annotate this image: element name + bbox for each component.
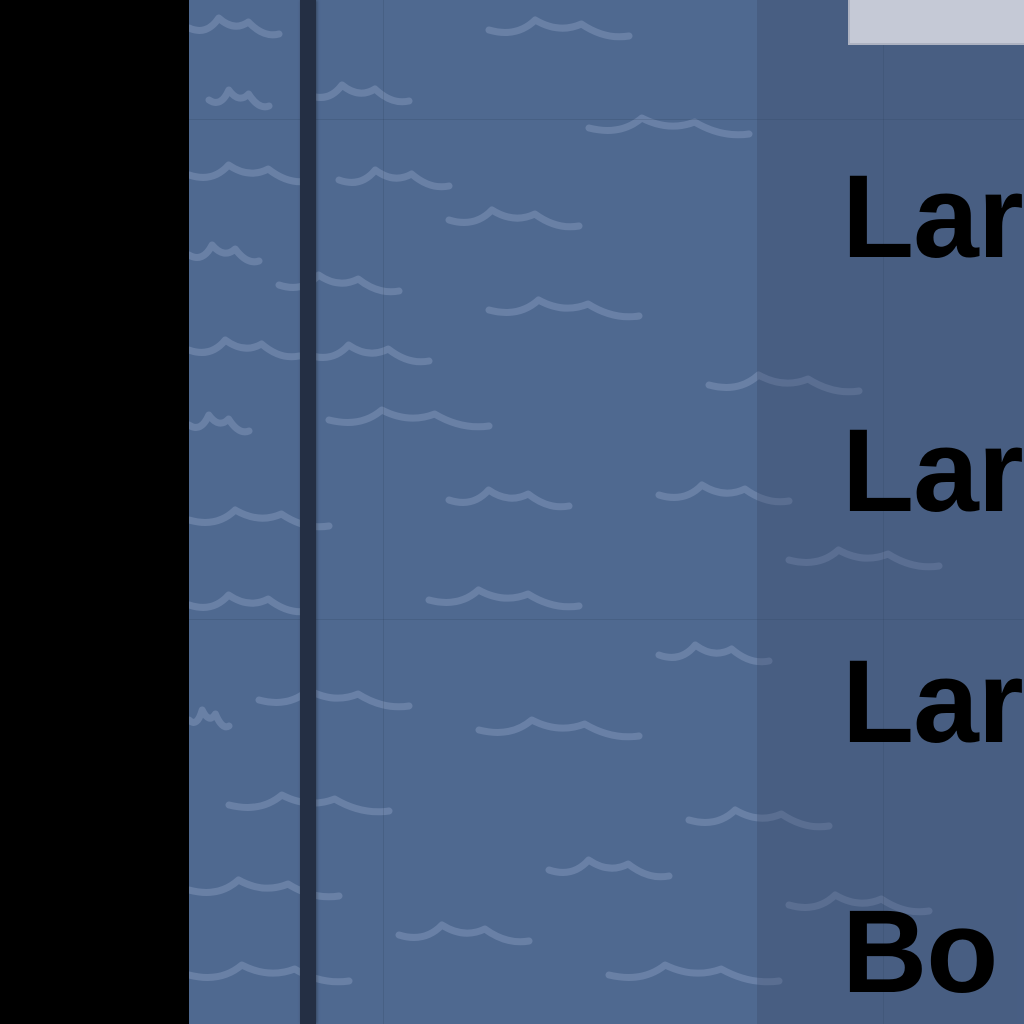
wave-mark bbox=[705, 371, 863, 396]
wave-mark bbox=[189, 876, 343, 901]
wave-mark bbox=[785, 891, 933, 916]
grid-line bbox=[883, 0, 884, 1024]
wave-mark bbox=[605, 961, 783, 986]
wave-mark bbox=[685, 806, 833, 831]
wave-mark bbox=[485, 16, 633, 41]
wave-mark bbox=[255, 686, 413, 711]
wave-mark bbox=[545, 856, 673, 881]
wave-mark bbox=[655, 641, 773, 666]
letterbox-left bbox=[0, 0, 189, 1024]
wave-mark bbox=[189, 336, 303, 361]
side-menu-panel: Lar Lar Lar Bo bbox=[757, 0, 1024, 1024]
grid-line bbox=[383, 0, 384, 1024]
wave-mark bbox=[445, 206, 583, 231]
wave-mark bbox=[189, 14, 283, 39]
menu-item-1[interactable]: Lar bbox=[842, 151, 1024, 283]
menu-item-4[interactable]: Bo bbox=[842, 886, 998, 1018]
menu-item-2[interactable]: Lar bbox=[842, 405, 1024, 537]
wave-mark bbox=[189, 161, 313, 186]
grid-line bbox=[189, 119, 1024, 120]
wave-mark bbox=[785, 546, 943, 571]
wave-mark bbox=[485, 296, 643, 321]
sea-map[interactable] bbox=[189, 0, 1024, 1024]
wave-mark bbox=[189, 706, 233, 731]
panel-header-bar bbox=[848, 0, 1024, 45]
wave-mark bbox=[189, 241, 263, 266]
map-border-line bbox=[300, 0, 316, 1024]
wave-mark bbox=[445, 486, 573, 511]
wave-mark bbox=[655, 481, 793, 506]
wave-mark bbox=[475, 716, 643, 741]
wave-mark bbox=[335, 166, 453, 191]
wave-mark bbox=[189, 591, 313, 616]
wave-mark bbox=[189, 411, 253, 436]
wave-mark bbox=[395, 921, 533, 946]
grid-line bbox=[189, 619, 1024, 620]
wave-mark bbox=[305, 81, 413, 106]
wave-mark bbox=[585, 114, 753, 139]
wave-mark bbox=[205, 86, 273, 111]
wave-mark bbox=[325, 406, 493, 431]
wave-mark bbox=[425, 586, 583, 611]
wave-mark bbox=[189, 961, 353, 986]
wave-mark bbox=[305, 341, 433, 366]
menu-item-3[interactable]: Lar bbox=[842, 636, 1024, 768]
wave-mark bbox=[275, 271, 403, 296]
